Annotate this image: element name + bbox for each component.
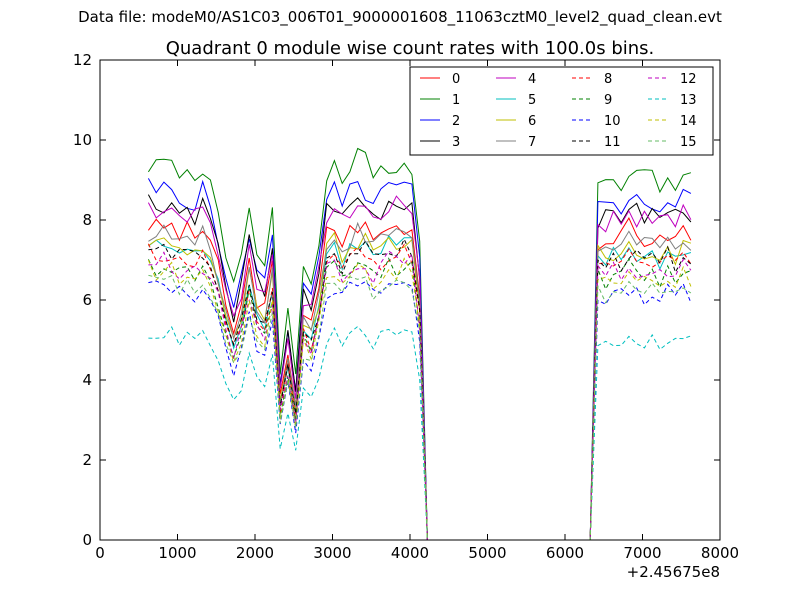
legend-label-8: 8: [604, 72, 612, 87]
x-tick-label: 6000: [546, 544, 584, 562]
legend-label-11: 11: [604, 135, 621, 150]
legend-label-13: 13: [680, 93, 697, 108]
figure-suptitle: Data file: modeM0/AS1C03_006T01_90000016…: [78, 8, 722, 26]
x-tick-label: 3000: [313, 544, 351, 562]
legend-label-6: 6: [528, 114, 536, 129]
x-tick-label: 0: [95, 544, 105, 562]
legend-label-4: 4: [528, 72, 536, 87]
legend-label-12: 12: [680, 72, 697, 87]
series-line-2: [147, 178, 692, 541]
x-tick-label: 4000: [391, 544, 429, 562]
series-line-7: [148, 221, 692, 541]
series-line-1: [147, 147, 692, 541]
chart-title: Quadrant 0 module wise count rates with …: [166, 38, 655, 59]
legend-label-2: 2: [452, 114, 460, 129]
series-line-13: [148, 325, 692, 541]
legend-label-15: 15: [680, 135, 697, 150]
y-tick-label: 4: [82, 371, 92, 389]
legend-label-7: 7: [528, 135, 536, 150]
legend-label-14: 14: [680, 114, 697, 129]
y-tick-label: 2: [82, 451, 92, 469]
series-line-11: [148, 237, 692, 541]
y-tick-label: 10: [73, 131, 92, 149]
series-line-15: [148, 274, 692, 541]
legend-label-3: 3: [452, 135, 460, 150]
y-tick-label: 0: [82, 531, 92, 549]
legend-label-5: 5: [528, 93, 536, 108]
legend-label-0: 0: [452, 72, 460, 87]
x-tick-label: 8000: [701, 544, 739, 562]
x-tick-label: 7000: [623, 544, 661, 562]
x-tick-label: 5000: [468, 544, 506, 562]
legend-label-10: 10: [604, 114, 621, 129]
legend-box: [409, 66, 714, 156]
legend-label-1: 1: [452, 93, 460, 108]
series-line-4: [147, 195, 692, 541]
x-tick-label: 2000: [236, 544, 274, 562]
x-tick-label: 1000: [158, 544, 196, 562]
series-line-14: [147, 257, 692, 541]
series-line-12: [148, 250, 692, 541]
legend-label-9: 9: [604, 93, 612, 108]
plot-lines: [147, 147, 692, 541]
y-tick-label: 8: [82, 211, 92, 229]
x-offset-label: +2.45675e8: [627, 563, 720, 581]
axes: 0 1000 2000 3000 4000 5000 6000 7000 80000246810…: [73, 51, 739, 562]
y-tick-label: 12: [73, 51, 92, 69]
y-tick-label: 6: [82, 291, 92, 309]
